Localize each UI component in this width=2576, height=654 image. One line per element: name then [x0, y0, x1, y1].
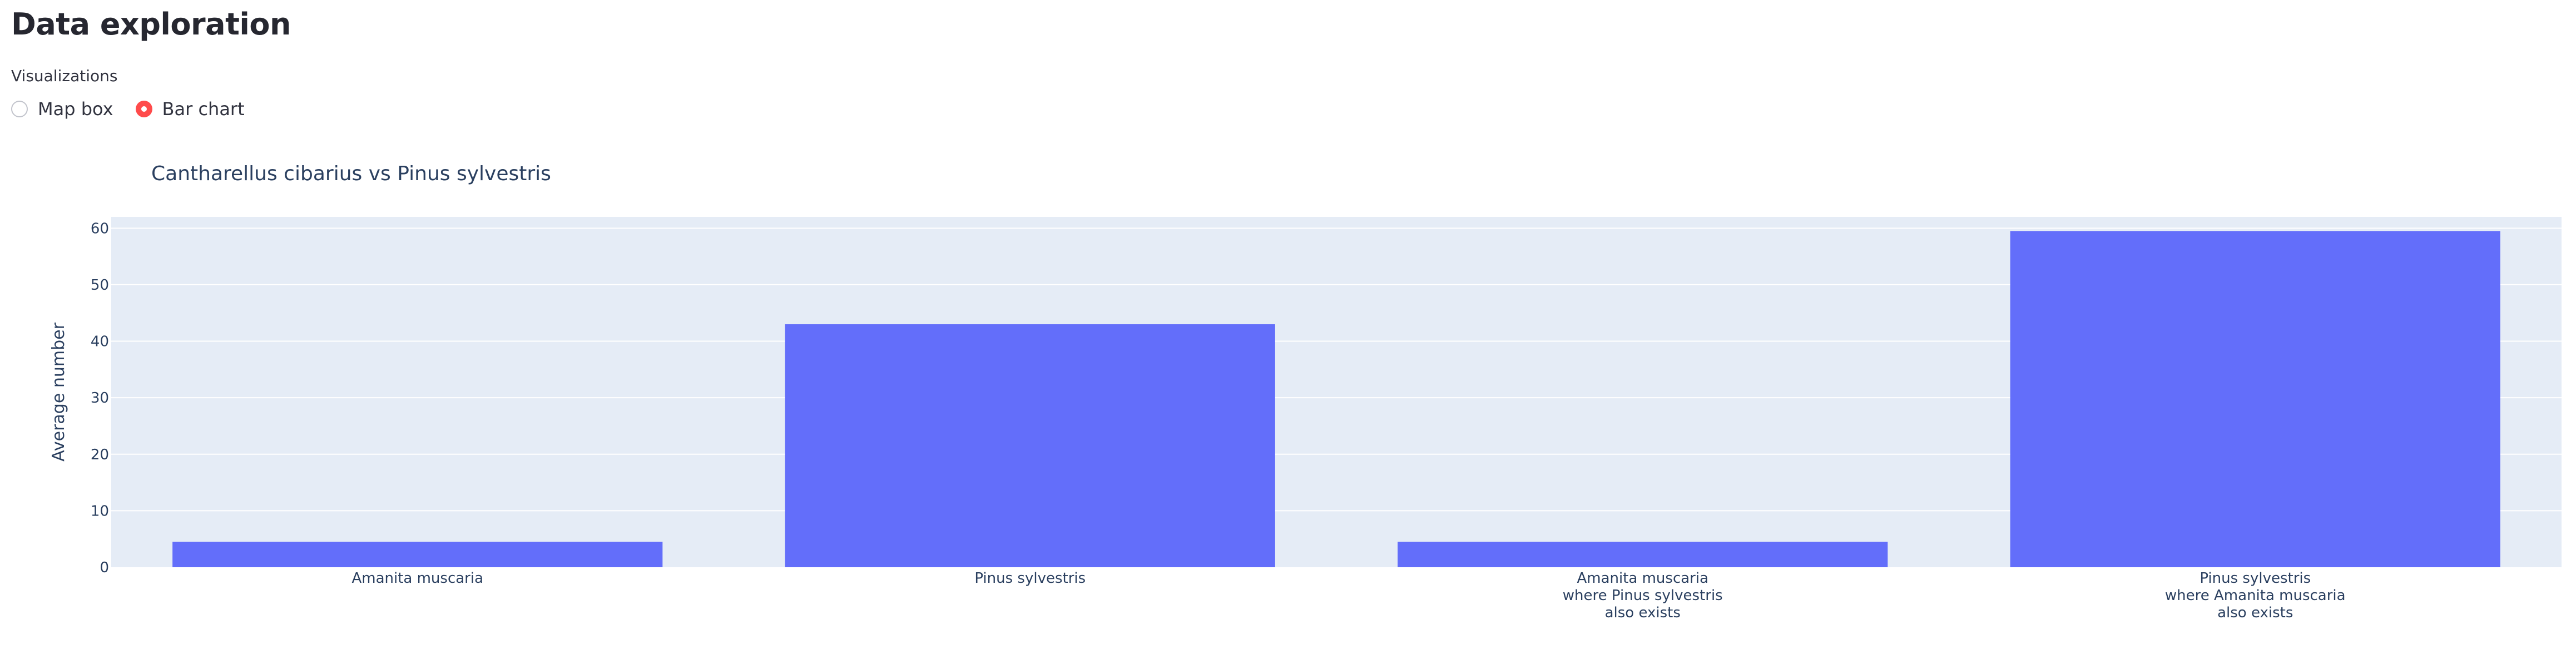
- radio-circle-bar-chart[interactable]: [135, 101, 152, 117]
- x-tick-label-line: also exists: [1605, 605, 1681, 621]
- y-tick-label: 10: [91, 503, 109, 519]
- x-tick-label-line: where Pinus sylvestris: [1563, 587, 1723, 604]
- bar: [785, 324, 1275, 567]
- visualizations-label: Visualizations: [11, 67, 118, 85]
- bar: [172, 542, 663, 567]
- chart-title: Cantharellus cibarius vs Pinus sylvestri…: [151, 162, 551, 185]
- y-tick-label: 30: [91, 390, 109, 407]
- y-tick-label: 50: [91, 277, 109, 294]
- x-tick-label-line: Amanita muscaria: [351, 570, 483, 587]
- visualizations-radio-group: Map box Bar chart: [11, 93, 267, 125]
- page-title: Data exploration: [11, 7, 291, 42]
- x-tick-label-line: Pinus sylvestris: [974, 570, 1086, 587]
- bar: [1398, 542, 1888, 567]
- radio-option-label: Map box: [38, 98, 113, 120]
- y-tick-label: 0: [100, 559, 109, 576]
- x-tick-label: Pinus sylvestris: [974, 570, 1086, 587]
- x-tick-label-line: Pinus sylvestris: [2199, 570, 2311, 587]
- x-tick-label-line: Amanita muscaria: [1577, 570, 1708, 587]
- x-tick-label: Amanita muscaria: [351, 570, 483, 587]
- radio-option-label: Bar chart: [162, 98, 245, 120]
- y-tick-label: 40: [91, 334, 109, 350]
- x-tick-label: Pinus sylvestris where Amanita muscaria al…: [2165, 570, 2346, 621]
- x-tick-label-line: where Amanita muscaria: [2165, 587, 2346, 604]
- x-tick-label: Amanita muscaria where Pinus sylvestris al…: [1563, 570, 1723, 621]
- y-axis-label: Average number: [49, 322, 68, 461]
- x-tick-label-line: also exists: [2217, 605, 2293, 621]
- radio-option-map-box[interactable]: Map box: [11, 93, 113, 125]
- y-tick-label: 60: [91, 220, 109, 237]
- bar: [2010, 231, 2500, 568]
- y-tick-label: 20: [91, 447, 109, 463]
- radio-option-bar-chart[interactable]: Bar chart: [135, 93, 245, 125]
- radio-circle-map-box[interactable]: [11, 101, 28, 117]
- bar-chart: Cantharellus cibarius vs Pinus sylvestri…: [49, 162, 2562, 621]
